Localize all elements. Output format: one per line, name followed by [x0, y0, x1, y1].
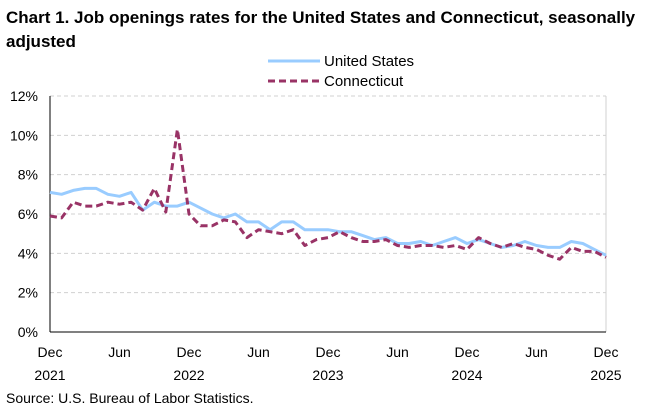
x-tick-label: Dec [177, 344, 202, 360]
y-tick-label: 0% [18, 324, 38, 340]
x-tick-label: Jun [108, 344, 131, 360]
y-tick-label: 6% [18, 206, 38, 222]
chart-title: Chart 1. Job openings rates for the Unit… [6, 8, 636, 51]
x-tick-label: Jun [247, 344, 270, 360]
x-tick-year: 2021 [34, 367, 65, 383]
legend-label: Connecticut [324, 73, 404, 90]
x-tick-label: Dec [594, 344, 619, 360]
y-tick-label: 2% [18, 285, 38, 301]
x-tick-label: Dec [38, 344, 63, 360]
series-line-connecticut [49, 127, 607, 261]
y-tick-label: 12% [10, 88, 38, 104]
y-tick-label: 4% [18, 245, 38, 261]
y-tick-label: 10% [10, 127, 38, 143]
x-tick-year: 2025 [590, 367, 621, 383]
legend-label: United States [324, 53, 414, 70]
source-note: Source: U.S. Bureau of Labor Statistics. [6, 390, 254, 406]
x-tick-year: 2023 [312, 367, 343, 383]
x-tick-label: Dec [455, 344, 480, 360]
x-tick-year: 2022 [173, 367, 204, 383]
x-tick-label: Dec [316, 344, 341, 360]
x-tick-label: Jun [525, 344, 548, 360]
x-tick-year: 2024 [451, 367, 482, 383]
x-tick-label: Jun [386, 344, 409, 360]
y-tick-label: 8% [18, 167, 38, 183]
